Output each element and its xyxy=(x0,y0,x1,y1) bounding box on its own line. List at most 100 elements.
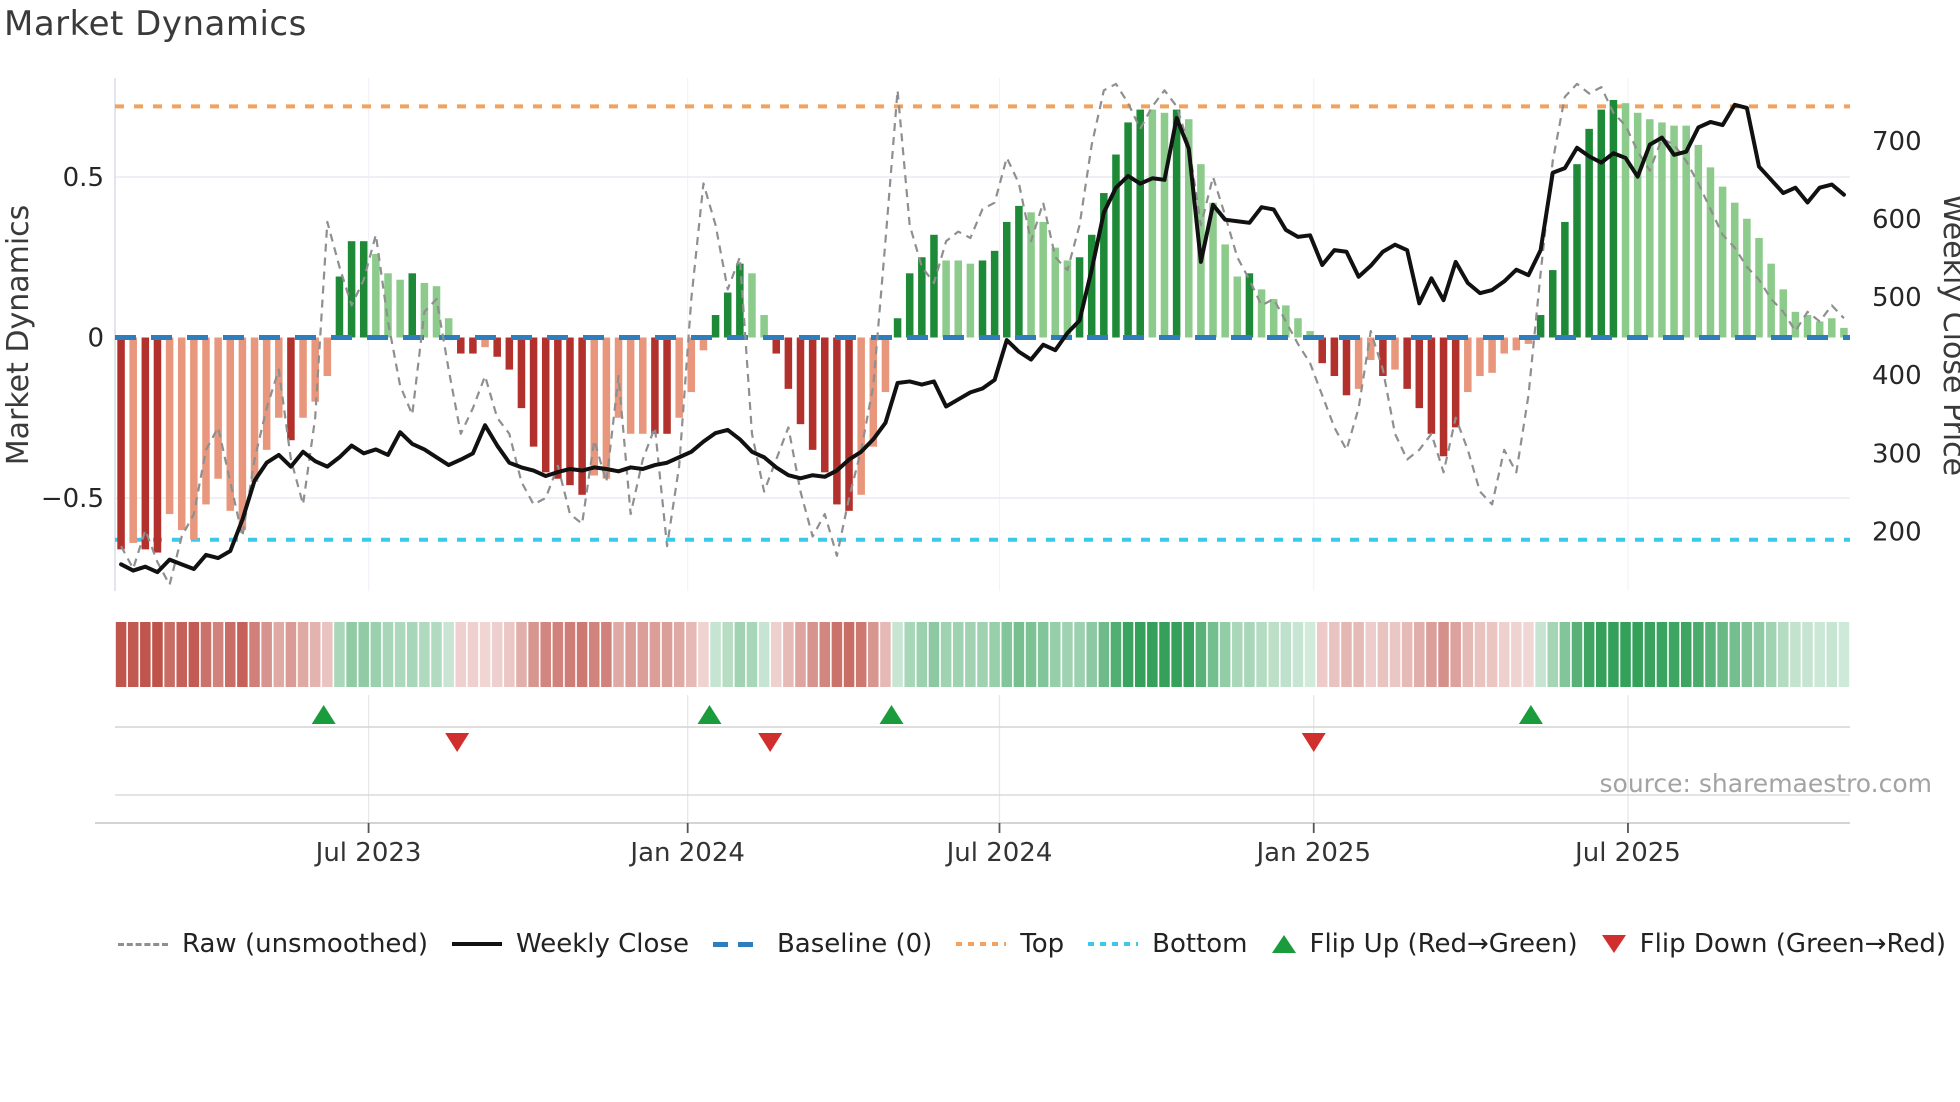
heatmap-cell xyxy=(1620,622,1631,687)
osc-bar xyxy=(1609,99,1618,338)
osc-bar xyxy=(723,292,732,338)
osc-bar xyxy=(905,273,914,338)
heatmap-cell xyxy=(722,622,733,687)
heatmap-cell xyxy=(152,622,163,687)
osc-bar xyxy=(1209,202,1217,338)
osc-bar xyxy=(1391,337,1399,370)
heatmap-cell xyxy=(625,622,636,687)
osc-bar xyxy=(1815,321,1824,338)
heatmap-cell xyxy=(1450,622,1461,687)
osc-bar xyxy=(821,337,829,473)
heatmap-cell xyxy=(892,622,903,687)
osc-bar xyxy=(1682,125,1690,338)
heatmap-cell xyxy=(710,622,721,687)
heatmap-cell xyxy=(1098,622,1110,687)
heatmap-cell xyxy=(831,622,843,687)
heatmap-cell xyxy=(249,622,260,687)
osc-bar xyxy=(893,318,902,338)
y-axis-label-left: Market Dynamics xyxy=(1,205,36,466)
osc-bar xyxy=(262,337,271,450)
legend-label-flipdown: Flip Down (Green→Red) xyxy=(1639,929,1946,959)
osc-bar xyxy=(1100,193,1108,338)
heatmap-cell xyxy=(528,622,539,687)
osc-bar xyxy=(966,263,975,338)
heatmap-cell xyxy=(916,622,928,687)
osc-bar xyxy=(129,337,137,543)
osc-bar xyxy=(299,337,307,418)
osc-bar xyxy=(1051,247,1060,338)
osc-bar xyxy=(1597,109,1606,338)
heatmap-cell xyxy=(1644,622,1656,687)
osc-bar xyxy=(1257,289,1266,338)
osc-bar xyxy=(1075,257,1084,338)
heatmap-cell xyxy=(334,622,345,687)
heatmap-cell xyxy=(1765,622,1777,687)
heatmap-cell xyxy=(1680,622,1692,687)
heatmap-cell xyxy=(1110,622,1122,687)
heatmap-cell xyxy=(698,622,709,687)
osc-bar xyxy=(1148,109,1157,338)
heatmap-cell xyxy=(1037,622,1049,687)
osc-bar xyxy=(1160,112,1169,338)
osc-bar xyxy=(1828,318,1836,338)
osc-bar xyxy=(444,318,453,338)
osc-bar xyxy=(359,241,368,338)
legend-item-flipdown: Flip Down (Green→Red) xyxy=(1601,929,1946,959)
osc-bar xyxy=(942,260,950,338)
heatmap-cell xyxy=(419,622,430,687)
heatmap-cell xyxy=(346,622,357,687)
osc-bar xyxy=(990,250,999,338)
osc-bar xyxy=(639,337,647,434)
osc-bar xyxy=(287,337,295,441)
osc-bar xyxy=(1706,167,1715,338)
osc-bar xyxy=(190,337,198,540)
osc-bar xyxy=(1730,202,1739,338)
osc-bar xyxy=(1366,337,1375,360)
heatmap-cell xyxy=(1814,622,1825,687)
heatmap-cell xyxy=(467,622,479,687)
heatmap-cell xyxy=(443,622,454,687)
osc-bar xyxy=(1282,305,1290,338)
osc-bar xyxy=(396,279,404,338)
heatmap-cell xyxy=(1062,622,1073,687)
osc-bar xyxy=(1342,337,1351,396)
osc-bar xyxy=(760,315,768,338)
osc-bar xyxy=(493,337,501,357)
x-tick-label: Jan 2025 xyxy=(1254,838,1371,868)
osc-bar xyxy=(214,337,222,479)
heatmap-cell xyxy=(734,622,746,687)
heatmap-cell xyxy=(115,622,127,687)
osc-bar xyxy=(481,337,489,348)
heatmap-cell xyxy=(1341,622,1352,687)
heatmap-cell xyxy=(1414,622,1425,687)
heatmap-cell xyxy=(1753,622,1765,687)
osc-bar xyxy=(529,337,538,447)
osc-bar xyxy=(117,337,125,550)
heatmap-cell xyxy=(1183,622,1195,687)
osc-bar xyxy=(602,337,611,479)
heatmap-cell xyxy=(431,622,442,687)
heatmap-cell xyxy=(322,622,333,687)
osc-bar xyxy=(857,337,865,495)
legend-swatch-flipup-icon xyxy=(1271,935,1296,953)
flip-up-marker xyxy=(311,705,336,724)
legend-label-close: Weekly Close xyxy=(516,929,689,959)
osc-bar xyxy=(1027,212,1035,338)
heatmap-cell xyxy=(504,622,515,687)
osc-bar xyxy=(1184,119,1193,338)
heatmap-cell xyxy=(1705,622,1716,687)
flip-down-marker xyxy=(445,733,470,752)
heatmap-cell xyxy=(140,622,151,687)
heatmap-cell xyxy=(1329,622,1340,687)
flip-up-marker xyxy=(697,705,722,724)
osc-bar xyxy=(335,276,344,338)
osc-bar xyxy=(711,315,720,338)
osc-bar xyxy=(372,254,380,338)
osc-bar xyxy=(1439,337,1448,457)
heatmap-cell xyxy=(1656,622,1668,687)
heatmap-cell xyxy=(1280,622,1292,687)
y-left-tick-label: −0.5 xyxy=(41,484,104,514)
heatmap-cell xyxy=(637,622,649,687)
heatmap-cell xyxy=(661,622,673,687)
heatmap-cell xyxy=(552,622,564,687)
